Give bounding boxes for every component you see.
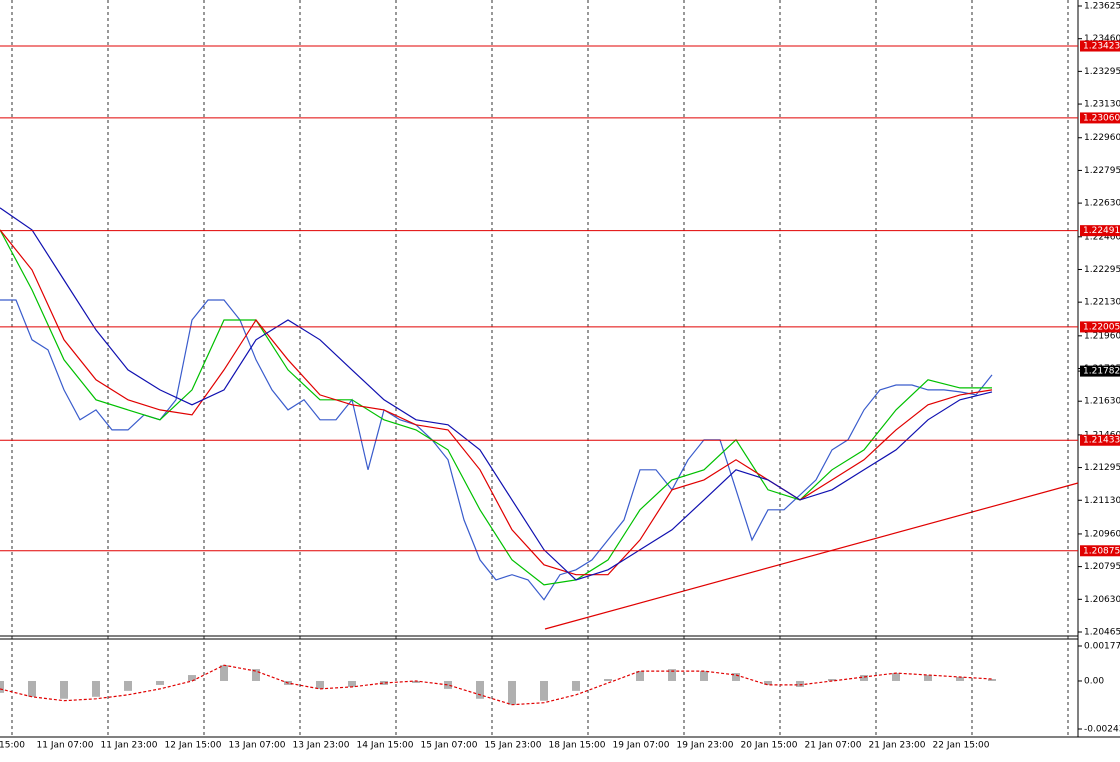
y-tick-label: 1.23130 — [1084, 100, 1120, 110]
level-label: 1.23060 — [1083, 113, 1120, 123]
y-tick-label: 1.22795 — [1084, 166, 1120, 176]
y-tick-label: 1.22960 — [1084, 133, 1120, 143]
x-tick-label: 11 Jan 07:00 — [37, 741, 94, 751]
oscillator-bar — [92, 680, 100, 697]
x-tick-label: 15 Jan 07:00 — [421, 741, 478, 751]
level-label-box — [1080, 321, 1120, 333]
oscillator-bar — [796, 680, 804, 687]
x-tick-label: 15 Jan 23:00 — [485, 741, 542, 751]
oscillator-bar — [444, 680, 452, 689]
oscillator-bar — [60, 680, 68, 699]
y-tick-label: 1.20465 — [1084, 628, 1120, 638]
y-tick-label: -0.00243 — [1084, 725, 1120, 735]
oscillator-bar — [924, 675, 932, 681]
oscillator-bar — [668, 669, 676, 681]
y-tick-label: 0.00177 — [1084, 642, 1120, 652]
x-tick-label: 11 Jan 23:00 — [101, 741, 158, 751]
price-line — [0, 299, 993, 601]
y-tick-label: 1.21130 — [1084, 496, 1120, 506]
oscillator-bar — [828, 679, 836, 681]
x-tick-label: 18 Jan 15:00 — [549, 741, 606, 751]
x-tick-label: 21 Jan 07:00 — [805, 741, 862, 751]
oscillator-bar — [252, 669, 260, 681]
level-label: 1.22005 — [1083, 322, 1120, 332]
y-tick-label: 1.21960 — [1084, 331, 1120, 341]
oscillator-bar — [540, 680, 548, 701]
x-tick-label: 20 Jan 15:00 — [741, 741, 798, 751]
level-label-box — [1080, 40, 1120, 52]
oscillator-bar — [636, 671, 644, 681]
moving-average — [0, 229, 993, 576]
level-label: 1.21433 — [1083, 436, 1120, 446]
y-tick-label: 0.00 — [1084, 676, 1104, 686]
y-tick-label: 1.20630 — [1084, 595, 1120, 605]
y-tick-label: 1.23460 — [1084, 34, 1120, 44]
level-label-box — [1080, 225, 1120, 237]
y-tick-label: 1.21295 — [1084, 463, 1120, 473]
x-tick-label: 15:00 — [0, 741, 25, 751]
moving-average — [0, 229, 992, 586]
signal-line — [0, 664, 993, 706]
level-label-box — [1080, 434, 1120, 446]
level-label-box — [1080, 545, 1120, 557]
level-label: 1.22491 — [1083, 226, 1120, 236]
oscillator-bar — [220, 665, 228, 681]
oscillator-bar — [892, 673, 900, 681]
oscillator-bar — [348, 680, 356, 687]
oscillator-bar — [604, 679, 612, 681]
y-tick-label: 1.20960 — [1084, 529, 1120, 539]
oscillator-bar — [412, 680, 420, 683]
oscillator-bar — [156, 680, 164, 685]
oscillator-bar — [188, 675, 196, 681]
trend-line — [544, 482, 1079, 630]
x-tick-label: 21 Jan 23:00 — [869, 741, 926, 751]
y-tick-label: 1.21630 — [1084, 397, 1120, 407]
level-label-box — [1080, 112, 1120, 124]
y-tick-label: 1.22460 — [1084, 232, 1120, 242]
current-price-box — [1080, 365, 1120, 377]
oscillator-bar — [380, 680, 388, 685]
oscillator-bar — [0, 680, 4, 693]
y-tick-label: 1.22130 — [1084, 298, 1120, 308]
oscillator-bar — [764, 680, 772, 685]
oscillator-bar — [28, 680, 36, 697]
oscillator-bar — [988, 679, 996, 681]
y-tick-label: 1.23295 — [1084, 67, 1120, 77]
x-tick-label: 19 Jan 23:00 — [677, 741, 734, 751]
oscillator-bar — [732, 673, 740, 681]
oscillator-bar — [316, 680, 324, 689]
oscillator-bar — [508, 680, 516, 705]
x-tick-label: 13 Jan 07:00 — [229, 741, 286, 751]
level-label: 1.23423 — [1083, 42, 1120, 52]
y-tick-label: 1.22630 — [1084, 199, 1120, 209]
oscillator-bar — [124, 680, 132, 691]
oscillator-bar — [476, 680, 484, 699]
moving-average — [0, 207, 993, 581]
oscillator-bar — [700, 671, 708, 681]
oscillator-bar — [956, 677, 964, 681]
x-tick-label: 22 Jan 15:00 — [933, 741, 990, 751]
x-tick-label: 14 Jan 15:00 — [357, 741, 414, 751]
x-tick-label: 19 Jan 07:00 — [613, 741, 670, 751]
current-price-label: 1.21782 — [1083, 367, 1120, 377]
x-tick-label: 13 Jan 23:00 — [293, 741, 350, 751]
oscillator-bar — [860, 675, 868, 681]
y-tick-label: 1.20795 — [1084, 562, 1120, 572]
level-label: 1.20875 — [1083, 546, 1120, 556]
y-tick-label: 1.23625 — [1084, 2, 1120, 12]
oscillator-bar — [572, 680, 580, 691]
x-tick-label: 12 Jan 15:00 — [165, 741, 222, 751]
y-tick-label: 1.22295 — [1084, 265, 1120, 275]
